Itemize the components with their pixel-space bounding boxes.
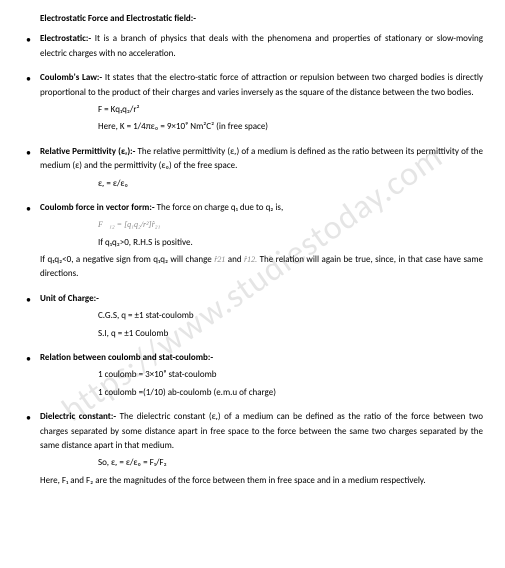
heading-permittivity: Relative Permittivity (εᵣ):- <box>40 146 135 157</box>
section-unit: Unit of Charge:- C.G.S, q = ±1 stat-coul… <box>22 292 483 341</box>
section-electrostatic: Electrostatic:- It is a branch of physic… <box>22 32 483 61</box>
page-title: Electrostatic Force and Electrostatic fi… <box>22 12 483 26</box>
body-vector: The force on charge q₁ due to q₂ is, <box>155 202 284 213</box>
formula-coulomb-1: F = Kq₁q₂/r² <box>40 103 483 117</box>
section-vector-form: Coulomb force in vector form:- The force… <box>22 201 483 282</box>
heading-unit: Unit of Charge:- <box>40 292 483 306</box>
vector-line3: If q₁q₂<0, a negative sign from q₁q₂ wil… <box>40 253 483 282</box>
section-coulomb-law: Coulomb's Law:- It states that the elect… <box>22 71 483 135</box>
section-dielectric: Dielectric constant:- The dielectric con… <box>22 410 483 488</box>
heading-relation: Relation between coulomb and stat-coulom… <box>40 351 483 365</box>
body-electrostatic: It is a branch of physics that deals wit… <box>40 33 483 58</box>
unit-line1: C.G.S, q = ±1 stat-coulomb <box>40 309 483 323</box>
heading-dielectric: Dielectric constant:- <box>40 411 116 422</box>
vector-line2: If q₁q₂>0, R.H.S is positive. <box>40 236 483 250</box>
heading-electrostatic: Electrostatic:- <box>40 33 91 44</box>
section-relation: Relation between coulomb and stat-coulom… <box>22 351 483 400</box>
heading-coulomb: Coulomb's Law:- <box>40 72 102 83</box>
formula-permittivity: εᵣ = ε/ε₀ <box>40 177 483 191</box>
relation-line1: 1 coulomb = 3×10⁹ stat-coulomb <box>40 368 483 382</box>
formula-dielectric: So, εᵣ = ε/ε₀ = F₁/F₂ <box>40 456 483 470</box>
formula-coulomb-2: Here, K = 1/4πε₀ = 9×10⁹ Nm²C² (in free … <box>40 120 483 134</box>
formula-vector: F⃗₁₂ = [q₁q₂/r²]r̂₂₁ <box>98 219 160 232</box>
body-coulomb: It states that the electro-static force … <box>40 72 483 97</box>
heading-vector: Coulomb force in vector form:- <box>40 202 155 213</box>
relation-line2: 1 coulomb =(1/10) ab-coulomb (e.m.u of c… <box>40 386 483 400</box>
footer-dielectric: Here, F₁ and F₂ are the magnitudes of th… <box>40 474 483 488</box>
unit-line2: S.I, q = ±1 Coulomb <box>40 327 483 341</box>
section-permittivity: Relative Permittivity (εᵣ):- The relativ… <box>22 145 483 191</box>
